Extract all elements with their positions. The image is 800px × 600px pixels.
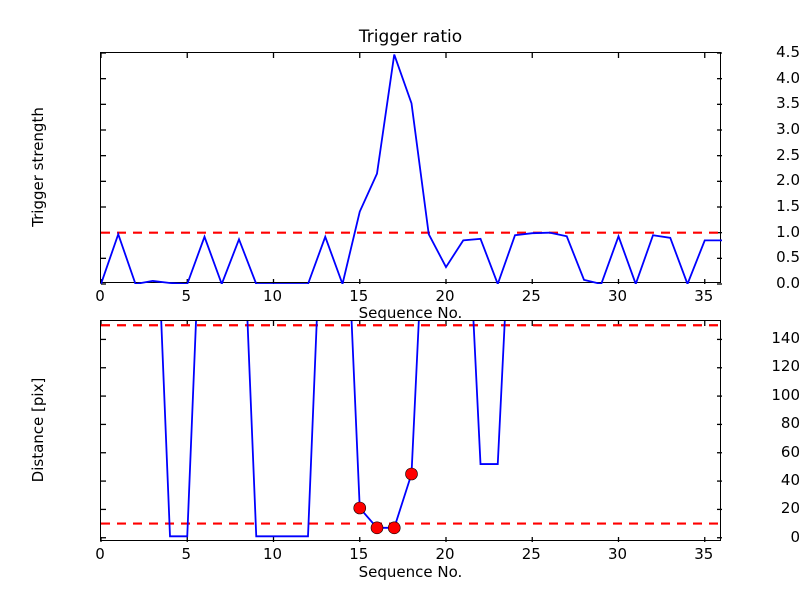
xtick-top-3: 15 — [349, 287, 369, 305]
xtick-top-4: 20 — [435, 287, 455, 305]
xtick-top-2: 10 — [262, 287, 283, 305]
y-axis-label-trigger-strength: Trigger strength — [29, 107, 47, 227]
xtick-bottom-4: 20 — [435, 545, 455, 563]
xtick-top-1: 5 — [181, 287, 192, 305]
xtick-bottom-2: 10 — [262, 545, 283, 563]
xtick-bottom-3: 15 — [349, 545, 369, 563]
xtick-bottom-5: 25 — [521, 545, 541, 563]
xtick-top-7: 35 — [694, 287, 714, 305]
x-axis-label-bottom-sequence-no: Sequence No. — [358, 563, 463, 581]
xtick-bottom-7: 35 — [694, 545, 714, 563]
xtick-top-6: 30 — [607, 287, 628, 305]
chart-title-trigger-ratio: Trigger ratio — [358, 27, 463, 47]
xtick-top-0: 0 — [95, 287, 105, 305]
plot-area-trigger-ratio[interactable] — [100, 52, 722, 285]
xtick-bottom-0: 0 — [95, 545, 105, 563]
x-axis-label-top-sequence-no: Sequence No. — [358, 304, 463, 322]
xtick-bottom-6: 30 — [607, 545, 628, 563]
xtick-bottom-1: 5 — [181, 545, 192, 563]
xtick-top-5: 25 — [521, 287, 541, 305]
plot-area-distance[interactable] — [100, 320, 722, 542]
y-axis-label-distance: Distance [pix] — [29, 377, 47, 483]
